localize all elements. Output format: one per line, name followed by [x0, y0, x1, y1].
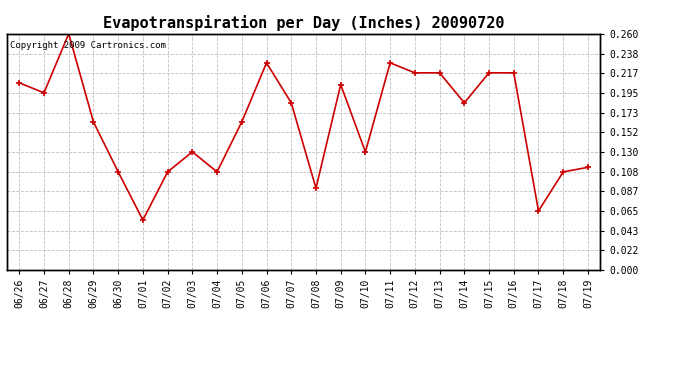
Title: Evapotranspiration per Day (Inches) 20090720: Evapotranspiration per Day (Inches) 2009… — [103, 15, 504, 31]
Text: Copyright 2009 Cartronics.com: Copyright 2009 Cartronics.com — [10, 41, 166, 50]
